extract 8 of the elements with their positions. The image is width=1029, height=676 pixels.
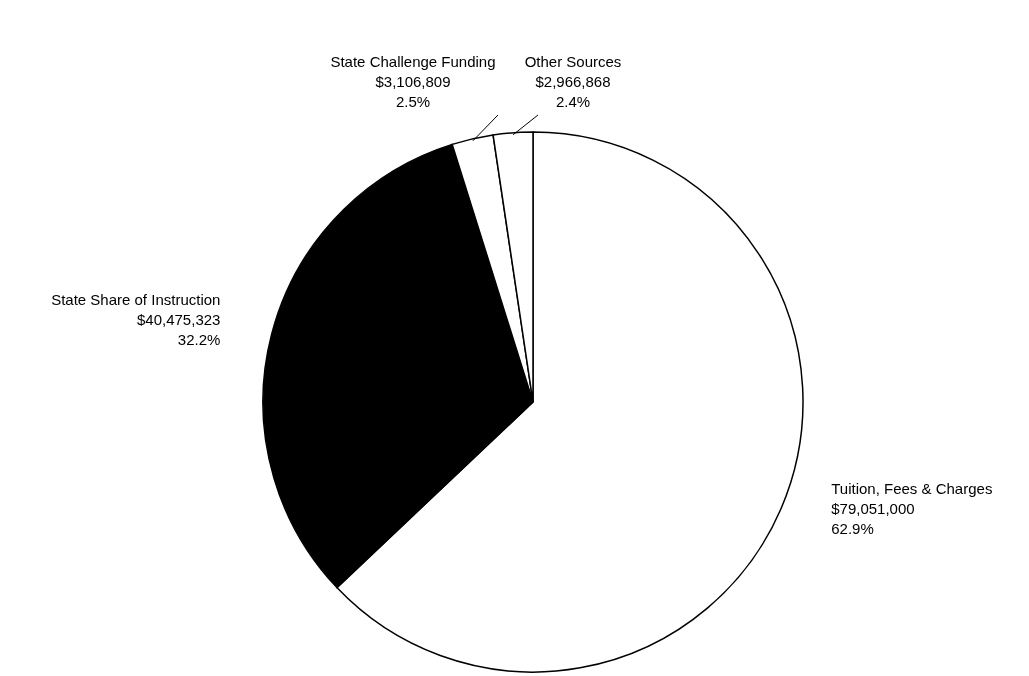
data-label: $3,106,809 2.5%	[375, 73, 451, 110]
slice-label: Tuition, Fees & Charges	[831, 480, 993, 498]
slice-label: Other Sources	[524, 53, 622, 70]
data-label: $40,475,323 32.2%	[136, 311, 221, 349]
slice-label: State Challenge Funding	[330, 53, 496, 70]
slice-label: State Share of Instruction	[51, 291, 221, 309]
data-label: $79,051,000 62.9%	[831, 500, 915, 538]
data-label: $2,966,868 2.4%	[535, 73, 611, 110]
